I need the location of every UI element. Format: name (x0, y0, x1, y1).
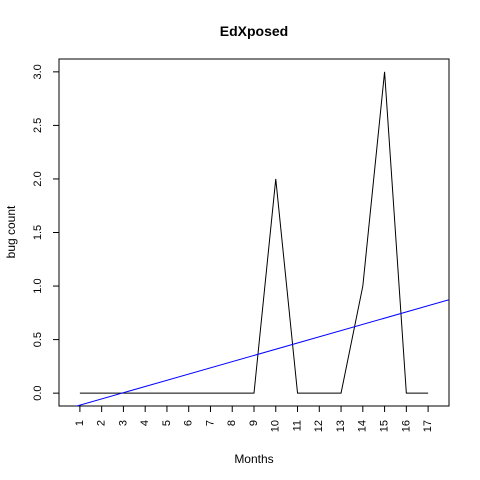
y-tick-label: 0.5 (32, 332, 44, 347)
chart-title: EdXposed (220, 23, 288, 39)
series-group (75, 71, 449, 406)
x-axis-ticks: 1 2 3 4 5 6 7 8 9 10 11 12 13 14 15 16 17 (74, 406, 434, 432)
x-tick-label: 8 (226, 420, 238, 426)
x-axis-label: Months (234, 452, 273, 466)
x-tick-label: 14 (357, 420, 369, 432)
y-tick-label: 1.0 (32, 278, 44, 293)
x-tick-label: 6 (183, 420, 195, 426)
x-tick-label: 12 (313, 420, 325, 432)
x-tick-label: 1 (74, 420, 86, 426)
x-tick-label: 9 (248, 420, 260, 426)
y-tick-label: 2.5 (32, 118, 44, 133)
x-tick-label: 3 (117, 420, 129, 426)
y-axis-ticks: 0.0 0.5 1.0 1.5 2.0 2.5 3.0 (32, 64, 59, 401)
y-tick-label: 0.0 (32, 385, 44, 400)
y-axis-label: bug count (4, 205, 18, 258)
x-tick-label: 17 (422, 420, 434, 432)
x-tick-label: 11 (291, 420, 303, 431)
x-tick-label: 13 (335, 420, 347, 432)
plot-frame (58, 58, 450, 407)
x-tick-label: 15 (378, 420, 390, 432)
x-tick-label: 5 (161, 420, 173, 426)
x-tick-label: 16 (400, 420, 412, 432)
y-tick-label: 1.5 (32, 225, 44, 240)
x-tick-label: 4 (139, 420, 151, 426)
x-tick-label: 7 (204, 420, 216, 426)
bug-count-line (79, 71, 429, 394)
trend-line (75, 299, 449, 406)
y-tick-label: 3.0 (32, 64, 44, 79)
x-tick-label: 10 (270, 420, 282, 432)
x-tick-label: 2 (96, 420, 108, 426)
y-tick-label: 2.0 (32, 171, 44, 186)
